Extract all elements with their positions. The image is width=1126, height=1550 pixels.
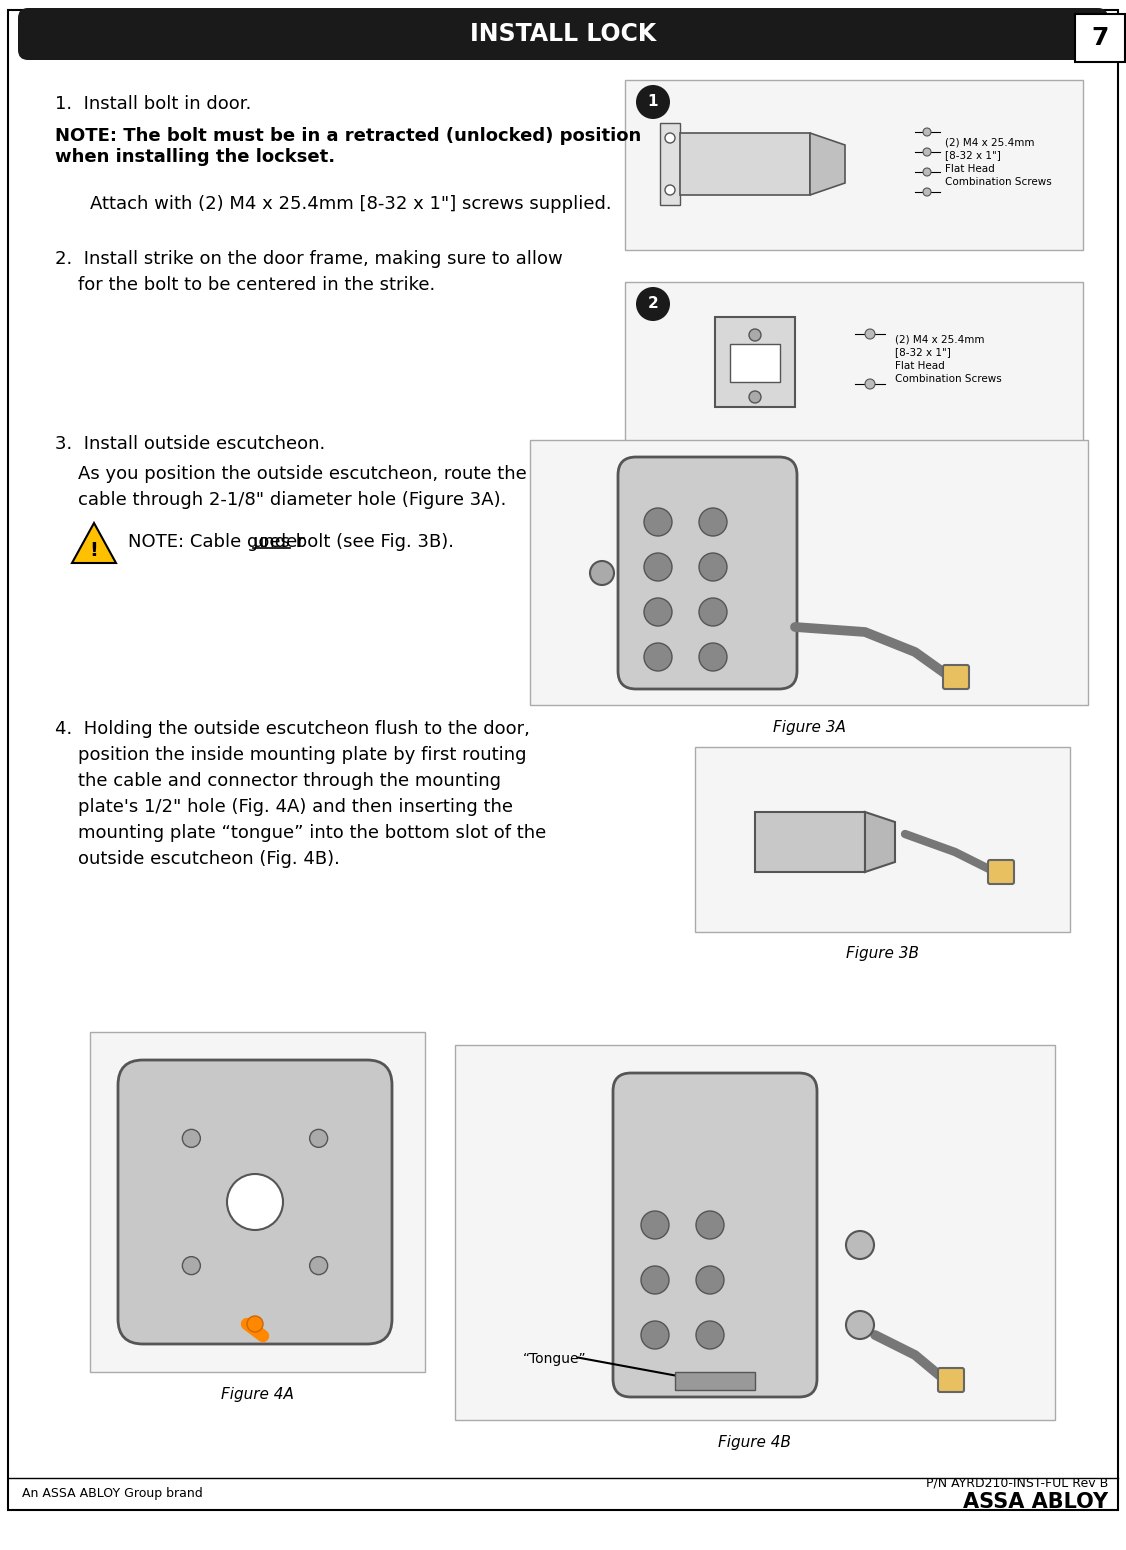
Text: !: ! (90, 541, 98, 561)
Circle shape (699, 643, 727, 671)
Circle shape (699, 508, 727, 536)
Text: 3.  Install outside escutcheon.: 3. Install outside escutcheon. (55, 436, 325, 453)
Circle shape (310, 1257, 328, 1274)
Text: (2) M4 x 25.4mm
[8-32 x 1"]
Flat Head
Combination Screws: (2) M4 x 25.4mm [8-32 x 1"] Flat Head Co… (945, 138, 1052, 188)
Circle shape (749, 329, 761, 341)
Text: NOTE: The bolt must be in a retracted (unlocked) position
when installing the lo: NOTE: The bolt must be in a retracted (u… (55, 127, 641, 166)
Circle shape (696, 1211, 724, 1238)
Text: An ASSA ABLOY Group brand: An ASSA ABLOY Group brand (23, 1488, 203, 1500)
FancyBboxPatch shape (942, 665, 969, 690)
Circle shape (182, 1257, 200, 1274)
Text: mounting plate “tongue” into the bottom slot of the: mounting plate “tongue” into the bottom … (78, 825, 546, 842)
FancyBboxPatch shape (618, 457, 797, 690)
Bar (530, 440, 1088, 705)
Circle shape (644, 553, 672, 581)
Circle shape (636, 85, 670, 119)
Circle shape (641, 1266, 669, 1294)
Circle shape (644, 598, 672, 626)
Bar (715, 318, 795, 408)
Circle shape (923, 167, 931, 177)
Circle shape (923, 129, 931, 136)
Bar (674, 1372, 756, 1390)
Bar (90, 1032, 425, 1372)
Text: Figure 3A: Figure 3A (772, 721, 846, 735)
Text: INSTALL LOCK: INSTALL LOCK (470, 22, 656, 46)
Text: Attach with (2) M4 x 25.4mm [8-32 x 1"] screws supplied.: Attach with (2) M4 x 25.4mm [8-32 x 1"] … (90, 195, 611, 212)
Text: 7: 7 (1091, 26, 1109, 50)
Text: Figure 4A: Figure 4A (221, 1387, 294, 1403)
Circle shape (644, 508, 672, 536)
Text: Figure 3B: Figure 3B (846, 946, 919, 961)
Circle shape (641, 1321, 669, 1348)
Text: 2.  Install strike on the door frame, making sure to allow: 2. Install strike on the door frame, mak… (55, 250, 563, 268)
Text: 1: 1 (647, 95, 659, 110)
Bar (756, 812, 865, 873)
Text: for the bolt to be centered in the strike.: for the bolt to be centered in the strik… (78, 276, 436, 294)
Bar (730, 344, 780, 381)
Circle shape (182, 1130, 200, 1147)
Bar (660, 122, 680, 205)
Circle shape (699, 553, 727, 581)
Circle shape (696, 1321, 724, 1348)
FancyBboxPatch shape (613, 1073, 817, 1397)
Circle shape (644, 643, 672, 671)
Text: plate's 1/2" hole (Fig. 4A) and then inserting the: plate's 1/2" hole (Fig. 4A) and then ins… (78, 798, 513, 815)
Text: the cable and connector through the mounting: the cable and connector through the moun… (78, 772, 501, 790)
Polygon shape (72, 522, 116, 563)
Text: ASSA ABLOY: ASSA ABLOY (963, 1493, 1108, 1511)
FancyBboxPatch shape (18, 8, 1108, 60)
Circle shape (846, 1231, 874, 1259)
Text: 4.  Holding the outside escutcheon flush to the door,: 4. Holding the outside escutcheon flush … (55, 721, 530, 738)
FancyBboxPatch shape (938, 1369, 964, 1392)
Circle shape (636, 287, 670, 321)
Circle shape (846, 1311, 874, 1339)
Circle shape (665, 133, 674, 143)
Text: 2: 2 (647, 296, 659, 312)
Text: position the inside mounting plate by first routing: position the inside mounting plate by fi… (78, 746, 527, 764)
FancyBboxPatch shape (988, 860, 1015, 884)
Circle shape (247, 1316, 263, 1331)
FancyBboxPatch shape (118, 1060, 392, 1344)
Text: 1.  Install bolt in door.: 1. Install bolt in door. (55, 95, 251, 113)
Circle shape (696, 1266, 724, 1294)
Bar (455, 1045, 1055, 1420)
Text: Figure 4B: Figure 4B (718, 1435, 792, 1449)
Circle shape (665, 184, 674, 195)
Circle shape (590, 561, 614, 584)
Circle shape (865, 329, 875, 339)
Circle shape (749, 391, 761, 403)
Bar (1075, 14, 1125, 62)
Bar (625, 81, 1083, 250)
Circle shape (865, 380, 875, 389)
Circle shape (227, 1173, 283, 1231)
Bar (695, 747, 1070, 932)
Text: outside escutcheon (Fig. 4B).: outside escutcheon (Fig. 4B). (78, 849, 340, 868)
Text: under: under (253, 533, 305, 550)
Circle shape (923, 147, 931, 157)
Circle shape (310, 1130, 328, 1147)
Polygon shape (810, 133, 844, 195)
Text: “Tongue”: “Tongue” (524, 1352, 587, 1366)
Circle shape (699, 598, 727, 626)
Text: NOTE: Cable goes: NOTE: Cable goes (128, 533, 296, 550)
Text: As you position the outside escutcheon, route the: As you position the outside escutcheon, … (78, 465, 527, 484)
Bar (680, 133, 810, 195)
Polygon shape (865, 812, 895, 873)
Bar (625, 282, 1083, 453)
Circle shape (641, 1211, 669, 1238)
Text: cable through 2-1/8" diameter hole (Figure 3A).: cable through 2-1/8" diameter hole (Figu… (78, 491, 507, 508)
Text: bolt (see Fig. 3B).: bolt (see Fig. 3B). (289, 533, 454, 550)
Text: (2) M4 x 25.4mm
[8-32 x 1"]
Flat Head
Combination Screws: (2) M4 x 25.4mm [8-32 x 1"] Flat Head Co… (895, 335, 1002, 384)
Circle shape (923, 188, 931, 195)
Text: P/N AYRD210-INST-FUL Rev B: P/N AYRD210-INST-FUL Rev B (926, 1477, 1108, 1490)
